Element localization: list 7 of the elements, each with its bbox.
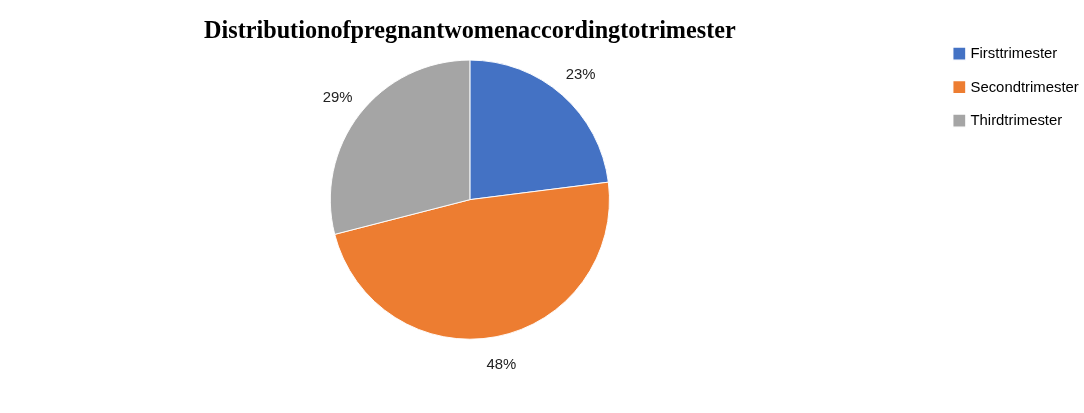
data-label: 23%	[565, 65, 596, 82]
data-label: 48%	[486, 355, 517, 372]
data-label: 29%	[322, 88, 353, 105]
legend-label: Firsttrimester	[970, 45, 1058, 62]
chart-title: Distributionofpregnantwomenaccordingtotrimester	[204, 15, 736, 43]
legend-label: Secondtrimester	[970, 78, 1079, 95]
legend-label: Thirdtrimester	[970, 112, 1063, 129]
